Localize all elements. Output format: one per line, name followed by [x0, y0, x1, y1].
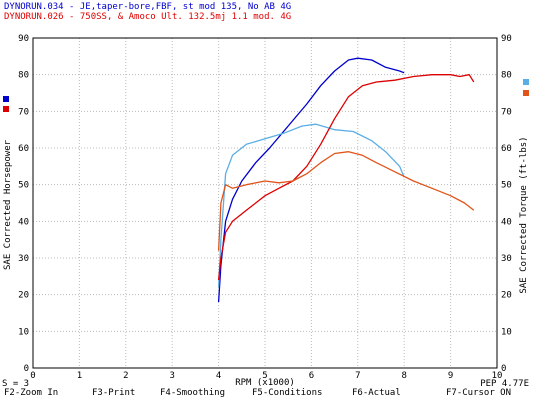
status-left: S = 3	[2, 379, 29, 389]
y-tick-label-right: 70	[501, 107, 512, 117]
y-tick-label-left: 40	[18, 217, 29, 227]
x-tick-label: 3	[169, 371, 174, 381]
fkey-conditions[interactable]: F5-Conditions	[252, 388, 323, 398]
series-line-dynorun-026-torque	[217, 151, 475, 251]
y-tick-label-left: 20	[18, 291, 29, 301]
y-tick-label-right: 10	[501, 327, 512, 337]
y-tick-label-right: 60	[501, 144, 512, 154]
run2-header: DYNORUN.026 - 750SS, & Amoco Ult. 132.5m…	[4, 12, 291, 22]
y-tick-labels-left: 0 10 20 30 40 50 60 70 80 90	[18, 34, 29, 374]
x-tick-labels: 0 1 2 3 4 5 6 7 8 9 10	[30, 371, 502, 381]
y-tick-label-left: 30	[18, 254, 29, 264]
y-tick-label-left: 10	[18, 327, 29, 337]
fkey-cursor-on[interactable]: F7-Cursor ON	[446, 388, 512, 398]
x-tick-label: 0	[30, 371, 35, 381]
y-tick-label-left: 70	[18, 107, 29, 117]
legend-run2-torque-marker	[523, 90, 529, 96]
series-line-dynorun-034-torque	[217, 123, 405, 288]
legend-run2-hp-marker	[3, 106, 9, 112]
x-axis-label: RPM (x1000)	[235, 378, 295, 388]
series-lines	[217, 57, 475, 303]
y-tick-label-left: 80	[18, 71, 29, 81]
x-tick-label: 7	[355, 371, 360, 381]
x-tick-label: 6	[309, 371, 314, 381]
fkey-actual[interactable]: F6-Actual	[352, 388, 401, 398]
y-tick-label-left: 60	[18, 144, 29, 154]
run1-header: DYNORUN.034 - JE,taper-bore,FBF, st mod …	[4, 2, 291, 12]
x-tick-label: 9	[448, 371, 453, 381]
y-tick-label-right: 50	[501, 181, 512, 191]
y-tick-label-right: 30	[501, 254, 512, 264]
plot-border	[32, 37, 498, 369]
x-tick-label: 2	[123, 371, 128, 381]
x-tick-label: 5	[262, 371, 267, 381]
plot-grid	[32, 37, 498, 369]
y-tick-label-right: 20	[501, 291, 512, 301]
x-tick-label: 10	[492, 371, 503, 381]
y-tick-label-right: 0	[501, 364, 506, 374]
y-axis-label-right: SAE Corrected Torque (ft-lbs)	[519, 136, 529, 293]
y-axis-label-left: SAE Corrected Horsepower	[3, 139, 13, 270]
y-tick-label-right: 40	[501, 217, 512, 227]
y-tick-label-right: 90	[501, 34, 512, 44]
series-line-dynorun-026-horsepower	[217, 74, 475, 281]
fkey-smoothing[interactable]: F4-Smoothing	[160, 388, 226, 398]
fkey-print[interactable]: F3-Print	[92, 388, 136, 398]
legend-run1-torque-marker	[523, 79, 529, 85]
y-tick-label-right: 80	[501, 71, 512, 81]
y-tick-label-left: 90	[18, 34, 29, 44]
y-tick-label-left: 50	[18, 181, 29, 191]
y-tick-labels-right: 0 10 20 30 40 50 60 70 80 90	[501, 34, 512, 374]
y-tick-label-left: 0	[24, 364, 29, 374]
x-tick-label: 8	[401, 371, 406, 381]
function-key-bar: F2-Zoom In F3-Print F4-Smoothing F5-Cond…	[0, 388, 533, 400]
fkey-zoom-in[interactable]: F2-Zoom In	[4, 388, 59, 398]
status-right: PEP 4.77E	[480, 379, 529, 389]
plot-frame	[32, 37, 498, 369]
x-tick-label: 4	[216, 371, 221, 381]
legend-run1-hp-marker	[3, 96, 9, 102]
series-line-dynorun-034-horsepower	[217, 57, 405, 303]
x-tick-label: 1	[77, 371, 82, 381]
